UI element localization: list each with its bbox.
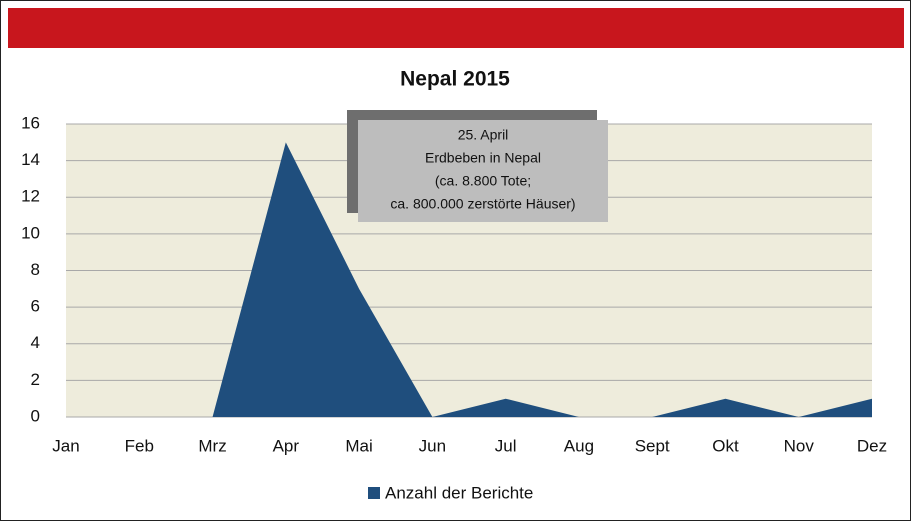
annotation-text: 25. April <box>458 127 509 143</box>
y-tick-label: 16 <box>21 113 40 132</box>
y-tick-label: 0 <box>31 406 40 425</box>
y-tick-label: 10 <box>21 223 40 242</box>
x-tick-label: Mai <box>345 436 372 455</box>
area <box>66 142 872 417</box>
y-tick-label: 2 <box>31 370 40 389</box>
y-tick-label: 6 <box>31 297 40 316</box>
header-band <box>8 8 904 48</box>
y-tick-label: 8 <box>31 260 40 279</box>
x-tick-label: Jul <box>495 436 517 455</box>
x-tick-label: Jun <box>419 436 446 455</box>
x-tick-label: Dez <box>857 436 887 455</box>
annotation-text: (ca. 8.800 Tote; <box>435 173 531 189</box>
x-tick-label: Sept <box>635 436 670 455</box>
annotation-text: Erdbeben in Nepal <box>425 150 541 166</box>
x-tick-label: Apr <box>273 436 300 455</box>
annotation-text: ca. 800.000 zerstörte Häuser) <box>390 196 575 212</box>
x-tick-label: Aug <box>564 436 594 455</box>
x-tick-label: Feb <box>125 436 154 455</box>
x-tick-label: Jan <box>52 436 79 455</box>
legend-swatch <box>368 487 380 499</box>
y-tick-label: 4 <box>31 333 40 352</box>
chart-title: Nepal 2015 <box>400 68 510 91</box>
y-tick-label: 12 <box>21 187 40 206</box>
x-tick-label: Okt <box>712 436 739 455</box>
x-tick-label: Nov <box>784 436 815 455</box>
legend-label: Anzahl der Berichte <box>385 483 533 502</box>
x-tick-label: Mrz <box>198 436 226 455</box>
annotation-box <box>358 120 608 222</box>
y-tick-label: 14 <box>21 150 40 169</box>
